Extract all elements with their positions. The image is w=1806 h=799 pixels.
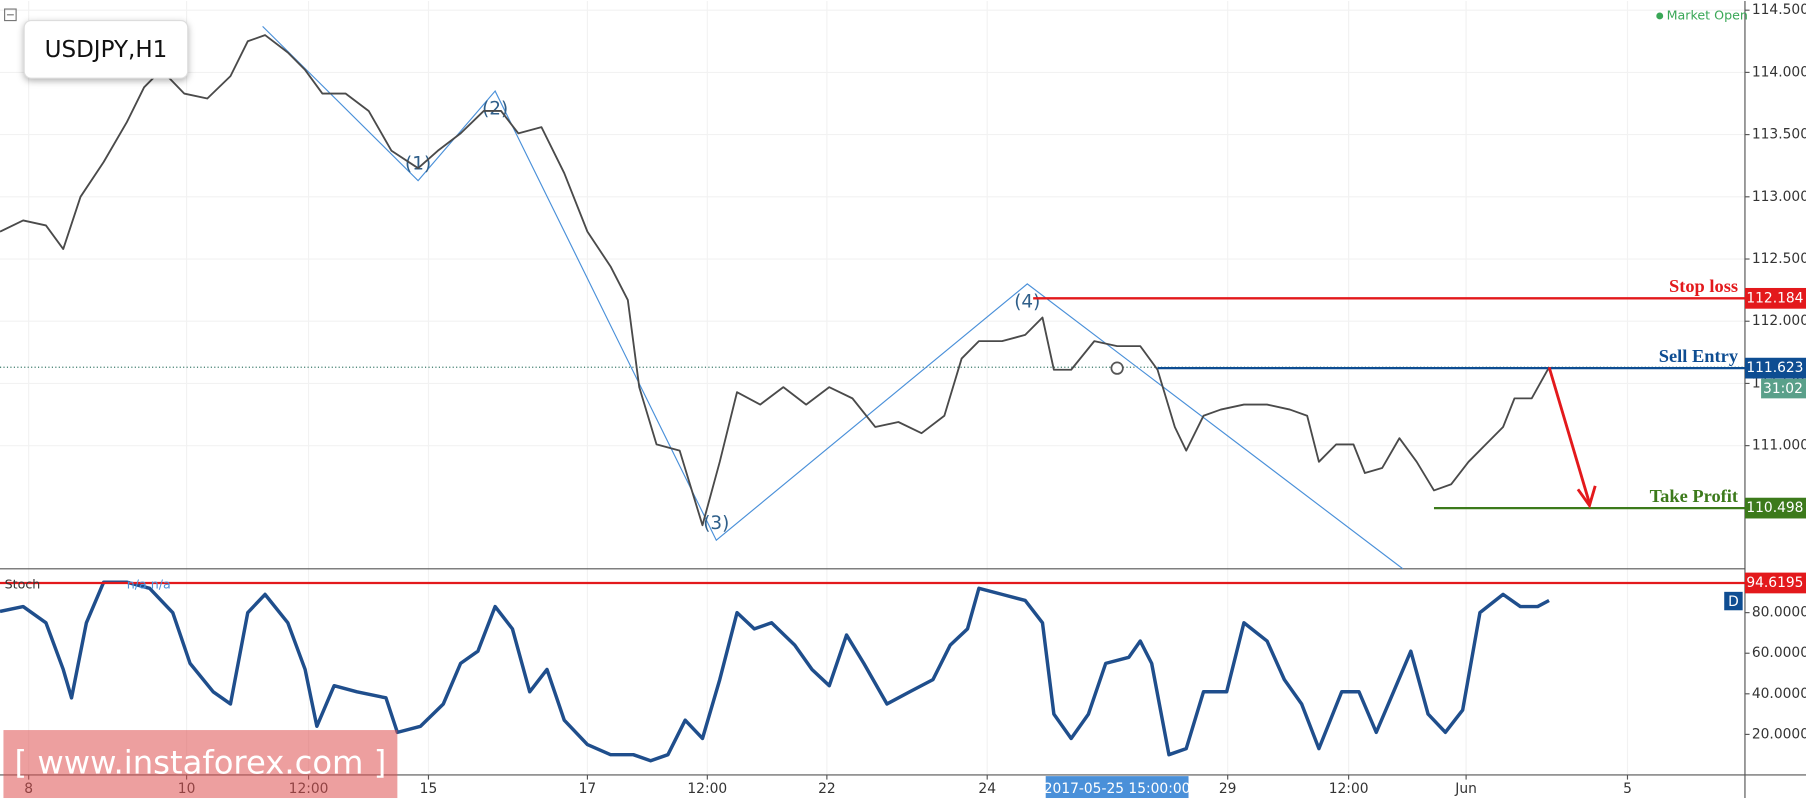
indicator-values: n/a n/a <box>127 576 171 591</box>
entry-marker <box>1110 361 1124 375</box>
x-tick-label: 29 <box>1219 781 1237 797</box>
stoch-line <box>0 580 1550 763</box>
status-dot <box>1656 12 1664 20</box>
chart-title: USDJPY,H1 <box>45 37 168 63</box>
title-box-bg <box>23 19 189 79</box>
indicator-badge-bg <box>1724 591 1743 611</box>
x-tick-label: 12:00 <box>1329 781 1369 797</box>
y-tick-label: 112.000 <box>1752 313 1806 329</box>
y-tick-label: 112.500 <box>1752 251 1806 267</box>
level-value-bg <box>1744 287 1806 309</box>
x-tick-label: 22 <box>818 781 836 797</box>
x-tick-label: Jun <box>1454 781 1477 797</box>
crosshair-label: 2017-05-25 15:00:00 <box>1044 781 1191 797</box>
y-tick-label: 114.000 <box>1752 64 1806 80</box>
title-box: USDJPY,H1 <box>23 19 189 79</box>
y-tick-label: 113.000 <box>1752 189 1806 205</box>
indicator-badge: D <box>1728 594 1739 610</box>
y-tick-label: 60.0000 <box>1752 645 1806 661</box>
wave-label: (3) <box>703 513 729 534</box>
stoch-level-value: 94.6195 <box>1746 575 1803 591</box>
x-tick-label: 17 <box>579 781 597 797</box>
collapse-icon[interactable] <box>4 8 17 22</box>
trade-arrow-head <box>1576 485 1597 509</box>
y-tick-label: 113.500 <box>1752 127 1806 143</box>
trade-arrow <box>1547 366 1591 504</box>
level-value: 111.623 <box>1746 360 1803 376</box>
level-name: Take Profit <box>1650 486 1739 506</box>
market-status: Market Open <box>1667 7 1748 22</box>
level-name: Sell Entry <box>1659 346 1739 366</box>
x-tick-label: 15 <box>420 781 438 797</box>
stoch-level-bg <box>1744 572 1806 594</box>
wave-line <box>262 25 1404 570</box>
level-value-bg <box>1744 357 1806 379</box>
level-value: 112.184 <box>1746 290 1803 306</box>
y-tick-label: 40.0000 <box>1752 686 1806 702</box>
crosshair-label-bg <box>1045 776 1189 799</box>
countdown-bg <box>1761 378 1806 399</box>
level-value-bg <box>1744 497 1806 519</box>
wave-label: (1) <box>405 154 431 175</box>
y-tick-label: 111.000 <box>1752 438 1806 454</box>
y-tick-label: 20.0000 <box>1752 726 1806 742</box>
level-value: 110.498 <box>1746 500 1803 516</box>
countdown: 31:02 <box>1763 381 1803 397</box>
x-tick-label: 5 <box>1623 781 1632 797</box>
indicator-title: Stoch <box>5 576 41 591</box>
wave-label: (4) <box>1014 291 1040 312</box>
level-name: Stop loss <box>1669 276 1738 296</box>
y-tick-label: 80.0000 <box>1752 605 1806 621</box>
x-tick-label: 24 <box>978 781 996 797</box>
price-line <box>0 34 1550 527</box>
watermark: [ www.instaforex.com ] <box>14 744 386 782</box>
y-tick-label: 114.500 <box>1752 2 1806 18</box>
wave-label: (2) <box>482 98 508 119</box>
watermark-bg <box>3 730 398 799</box>
x-tick-label: 12:00 <box>687 781 727 797</box>
